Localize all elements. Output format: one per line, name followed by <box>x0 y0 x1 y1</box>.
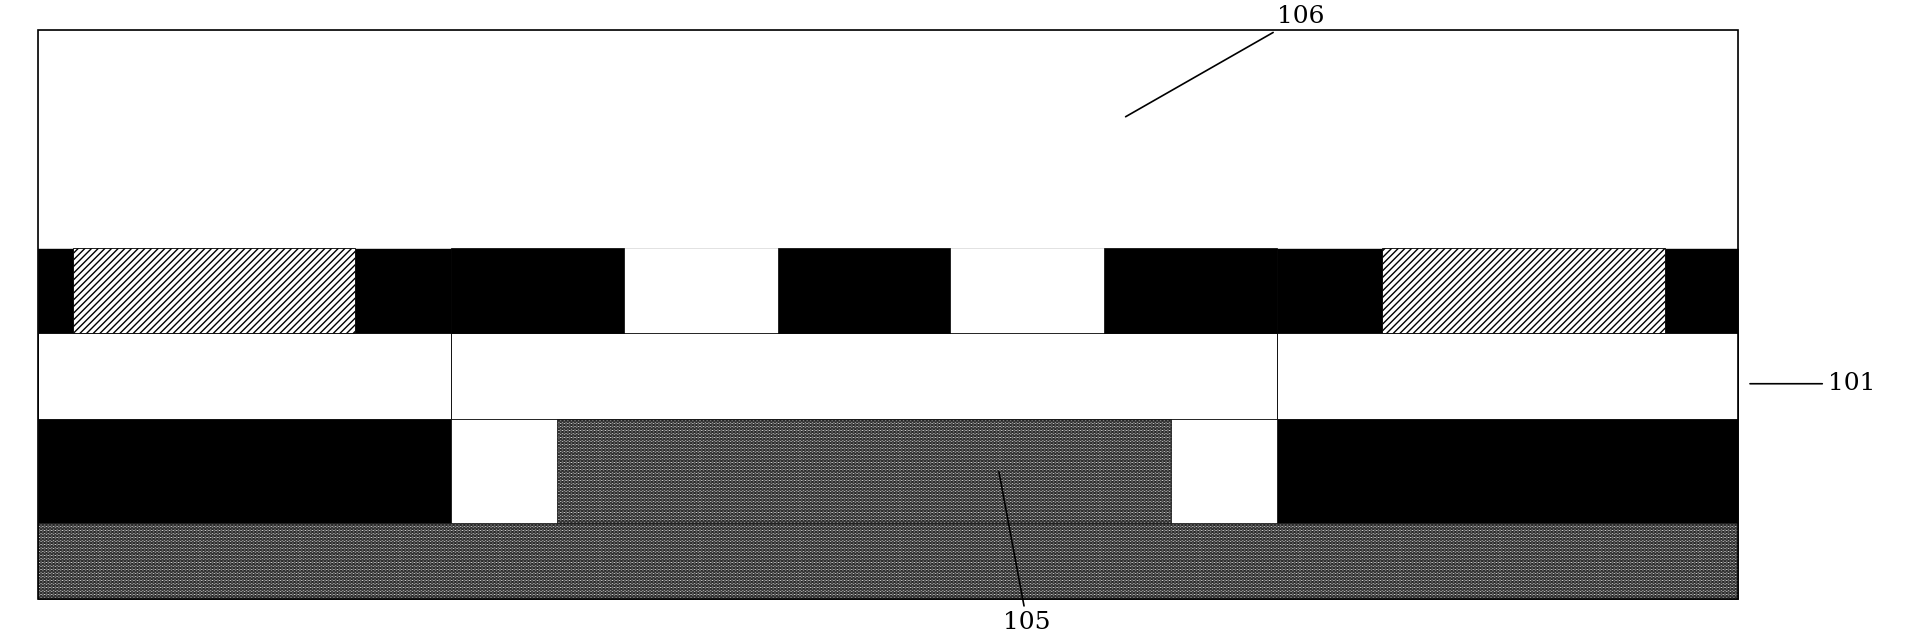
Bar <box>73 248 355 333</box>
Bar <box>1104 248 1277 333</box>
Bar <box>38 333 451 419</box>
Bar <box>557 419 1171 523</box>
Bar <box>1277 248 1738 523</box>
Bar <box>38 29 1738 599</box>
Bar <box>38 248 451 523</box>
Bar <box>38 523 1738 599</box>
Text: 105: 105 <box>998 472 1050 634</box>
Bar <box>38 29 1738 248</box>
Bar <box>778 248 950 333</box>
Bar <box>38 29 1738 599</box>
Bar <box>1277 333 1738 419</box>
Bar <box>1382 248 1665 333</box>
Text: 101: 101 <box>1749 372 1876 396</box>
Bar <box>451 333 1277 419</box>
Text: 106: 106 <box>1125 5 1325 116</box>
Bar <box>451 248 624 333</box>
